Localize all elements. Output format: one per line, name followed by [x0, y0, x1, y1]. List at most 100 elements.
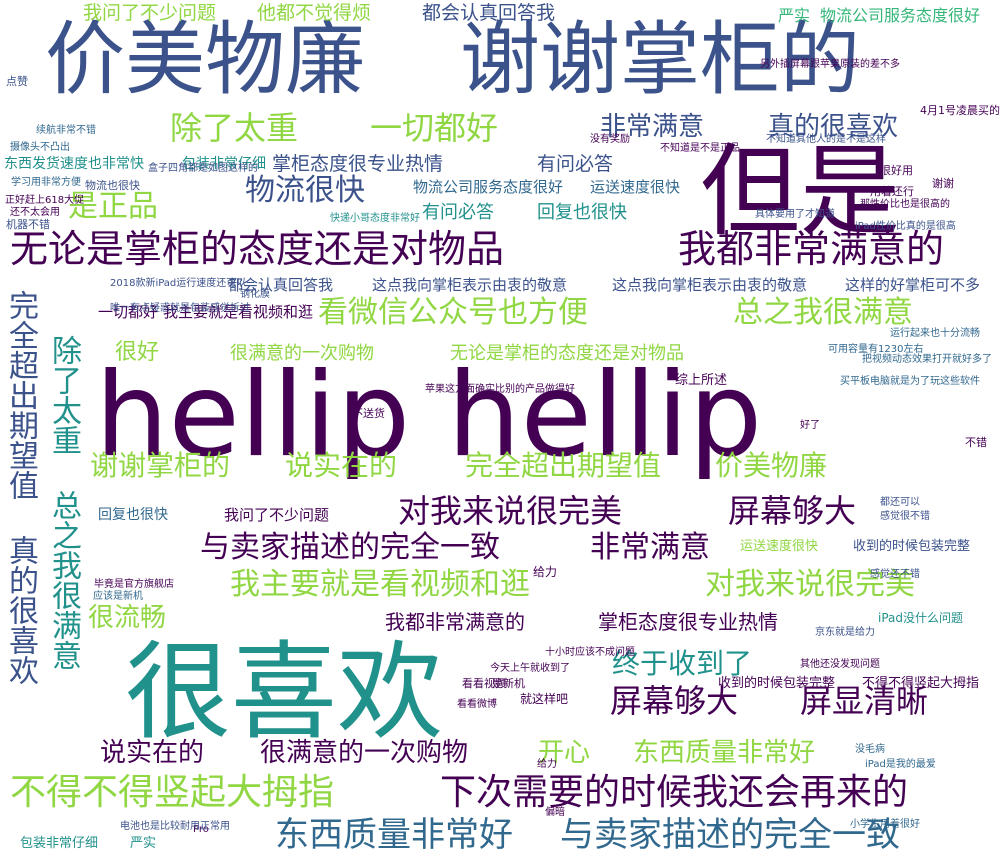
cloud-word: 4月1号凌晨买的: [920, 104, 1000, 117]
cloud-word: 我都非常满意的: [385, 610, 525, 634]
cloud-word: 看微信公众号也方便: [318, 295, 588, 330]
cloud-word: 综上所述: [675, 373, 728, 388]
cloud-word: 屏显清晰: [800, 682, 929, 720]
cloud-word: 具体要用了才知道: [755, 209, 835, 220]
cloud-word: 给力: [533, 565, 558, 579]
cloud-word: 那性价比也是很高的: [860, 199, 950, 210]
cloud-word: 回复也很快: [98, 507, 168, 523]
cloud-word: 物流也很快: [85, 179, 140, 192]
cloud-word: 谢谢掌柜的: [90, 449, 231, 482]
cloud-word: 价美物廉: [45, 13, 365, 106]
cloud-word: 机器不错: [6, 218, 50, 231]
cloud-word: 有问必答: [537, 153, 614, 175]
cloud-word: 学习用非常方便: [11, 177, 81, 188]
cloud-word: 这样的好掌柜可不多: [845, 276, 981, 294]
cloud-word: 东西质量非常好: [275, 815, 513, 855]
cloud-word: 不知道是不是正品: [660, 143, 740, 154]
cloud-word: 下次需要的时候我还会再来的: [440, 772, 909, 813]
cloud-word: 电池也是比较耐用正常用: [120, 821, 230, 832]
cloud-word: 小学生用着很好: [850, 819, 920, 830]
cloud-word: 都会认真回答我: [422, 2, 556, 24]
cloud-word: 物流公司服务态度很好: [820, 6, 981, 25]
cloud-word: 对我来说很完美: [705, 567, 915, 602]
cloud-word: 2018款新iPad运行速度还可以: [110, 278, 247, 289]
cloud-word: 屏幕够大: [610, 682, 739, 720]
cloud-word: 非常满意: [600, 112, 705, 142]
cloud-word: 还不太会用: [10, 207, 60, 218]
cloud-word: 有问必答: [422, 202, 494, 223]
cloud-word: 可用容量有1230左右: [828, 344, 924, 355]
cloud-word: 钢化膜: [240, 289, 270, 300]
cloud-word: 不得不得竖起大拇指: [862, 676, 980, 691]
cloud-word: 我主要就是看视频和逛: [230, 567, 530, 602]
cloud-word: 这点我向掌柜表示由衷的敬意: [372, 276, 568, 294]
cloud-word: 终于收到了: [612, 647, 753, 680]
cloud-word: 应该是新机: [93, 591, 143, 602]
cloud-word: 我问了不少问题: [83, 2, 217, 24]
cloud-word: iPad没什么问题: [878, 611, 964, 625]
cloud-word: 与卖家描述的完全一致: [560, 815, 900, 855]
cloud-word: 偏暗: [545, 807, 565, 818]
cloud-word: hellip hellip: [95, 348, 763, 483]
cloud-word: 一切都好: [98, 303, 159, 321]
cloud-word: 开心: [538, 738, 591, 768]
cloud-word: 总之我很满意: [46, 490, 81, 670]
cloud-word: 无论是掌柜的态度还是对物品: [10, 227, 505, 271]
cloud-word: 十小时应该不成问题: [545, 647, 635, 658]
cloud-word: 不送货: [352, 407, 385, 420]
cloud-word: 京东就是给力: [815, 627, 875, 638]
cloud-word: 用着还行: [870, 185, 914, 198]
cloud-word: 掌柜态度很专业热情: [598, 610, 778, 634]
cloud-word: 除了太重: [170, 109, 299, 147]
cloud-word: Pro: [193, 824, 209, 835]
cloud-word: 很好用: [880, 164, 913, 177]
cloud-word: 续航非常不错: [36, 125, 96, 136]
cloud-word: 就这样吧: [520, 692, 569, 706]
cloud-word: 价美物廉: [715, 449, 828, 482]
cloud-word: 总之我很满意: [733, 295, 913, 330]
cloud-word: 给力: [537, 759, 557, 770]
cloud-word: 看看视频: [462, 677, 506, 690]
cloud-word: 我都非常满意的: [678, 227, 945, 271]
cloud-word: 运送速度很快: [590, 178, 681, 196]
cloud-word: 很满意的一次购物: [260, 738, 469, 768]
cloud-word: 掌柜态度很专业热情: [272, 153, 444, 175]
cloud-word: 包装非常仔细: [20, 836, 99, 851]
cloud-word: 毕竟是官方旗舰店: [94, 579, 174, 590]
cloud-word: 点赞: [6, 75, 28, 88]
cloud-word: 与卖家描述的完全一致: [200, 530, 500, 565]
cloud-word: 没有奖励: [590, 134, 630, 145]
cloud-word: 很满意的一次购物: [230, 343, 374, 364]
cloud-word: 很好: [115, 340, 160, 365]
cloud-word: 真的很喜欢: [768, 112, 899, 142]
cloud-word: 另外插屏幕跟苹果原装的差不多: [760, 59, 900, 70]
cloud-word: 说实在的: [285, 449, 398, 482]
cloud-word: 感觉很不错: [880, 511, 930, 522]
cloud-word: 严实: [778, 6, 811, 25]
cloud-word: 严实: [130, 836, 157, 851]
cloud-word: 我主要就是看视频和逛: [163, 303, 314, 321]
cloud-word: 我问了不少问题: [224, 506, 330, 524]
cloud-word: 看看微博: [457, 699, 497, 710]
cloud-word: 物流公司服务态度很好: [413, 178, 564, 196]
cloud-word: 把视频动态效果打开就好多了: [862, 354, 992, 365]
cloud-word: 他都不觉得烦: [257, 2, 372, 24]
cloud-word: 收到的时候包装完整: [853, 539, 971, 554]
cloud-word: 不得不得竖起大拇指: [10, 772, 335, 813]
cloud-word: 盒子四角都是如图这样的: [148, 163, 258, 174]
cloud-word: 没毛病: [855, 744, 885, 755]
cloud-word: 是新机: [492, 677, 525, 690]
cloud-word: 东西质量非常好: [633, 738, 816, 768]
cloud-word: 好了: [800, 420, 820, 431]
cloud-word: 收到的时候包装完整: [718, 676, 836, 691]
cloud-word: 对我来说很完美: [398, 492, 623, 530]
cloud-word: iPad性价比真的是很高: [855, 221, 956, 232]
cloud-word: 苹果这方面确实比别的产品做得好: [425, 384, 575, 395]
cloud-word: 东西发货速度也非常快: [4, 156, 144, 172]
cloud-word: 真的很喜欢: [3, 535, 38, 685]
cloud-word: 完全超出期望值: [465, 449, 662, 482]
cloud-word: 正好赶上618大促: [5, 195, 85, 206]
cloud-word: 谢谢: [932, 177, 954, 190]
cloud-word: 回复也很快: [537, 202, 627, 223]
